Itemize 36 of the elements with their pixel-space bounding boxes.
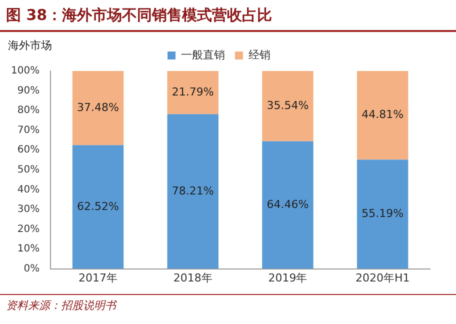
bar: [262, 71, 314, 142]
y-tick-label: 10%: [17, 244, 40, 255]
y-tick-label: 20%: [17, 224, 40, 235]
data-label: 37.48%: [77, 100, 119, 114]
y-tick-label: 80%: [17, 105, 40, 116]
data-label: 78.21%: [172, 184, 214, 198]
bar: [167, 114, 218, 269]
y-tick-label: 40%: [17, 184, 40, 196]
bar: [262, 141, 314, 269]
data-label: 44.81%: [362, 108, 404, 122]
data-label: 21.79%: [172, 85, 214, 98]
legend-label: 一般直销: [181, 48, 225, 62]
data-label: 64.46%: [266, 198, 309, 211]
y-tick-label: 60%: [17, 144, 40, 156]
y-tick-label: 70%: [17, 124, 40, 136]
x-tick-label: 2018年: [173, 271, 212, 284]
x-tick-label: 2019年: [268, 271, 308, 284]
data-label: 35.54%: [266, 99, 309, 112]
bar: [356, 160, 408, 269]
bar: [356, 71, 408, 160]
data-label: 55.19%: [362, 207, 404, 220]
bar: [72, 145, 124, 269]
legend-label: 经销: [248, 48, 270, 62]
x-tick-label: 2020年H1: [355, 271, 410, 284]
bar: [167, 71, 218, 114]
data-label: 62.52%: [77, 200, 119, 213]
y-tick-label: 30%: [17, 204, 40, 216]
y-tick-label: 90%: [17, 85, 40, 96]
y-axis-title: 海外市场: [8, 38, 52, 53]
x-tick-label: 2017年: [78, 271, 118, 284]
y-tick-label: 0%: [24, 263, 40, 274]
chart-title: 图 38：海外市场不同销售模式营收占比: [6, 6, 272, 25]
bar: [72, 71, 124, 146]
y-tick-label: 100%: [10, 66, 40, 77]
y-tick-label: 50%: [17, 164, 40, 176]
text: 资料来源：招股说明书: [6, 298, 116, 313]
